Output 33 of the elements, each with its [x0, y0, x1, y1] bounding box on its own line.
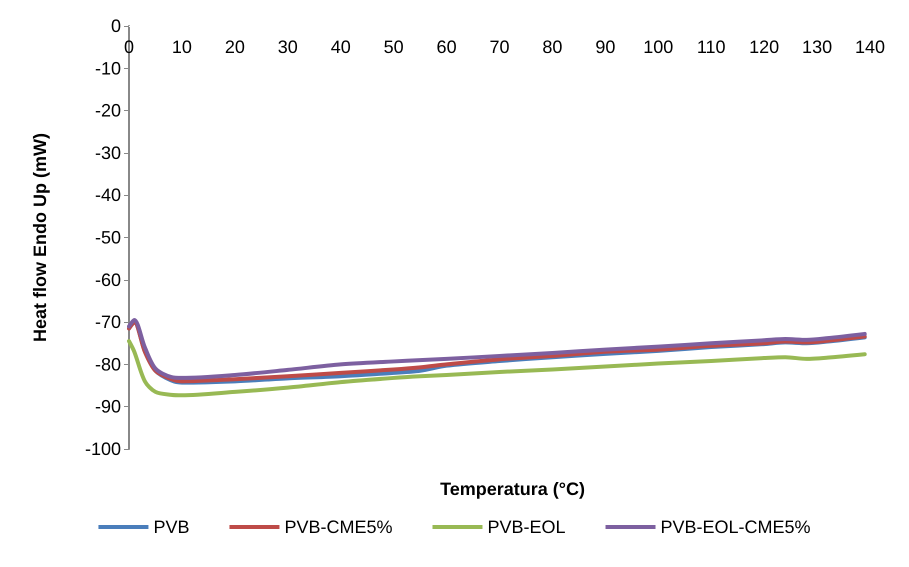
legend-label: PVB-EOL-CME5%	[660, 517, 811, 537]
x-tick-label: 40	[330, 37, 351, 57]
y-tick-label: -100	[84, 439, 121, 459]
x-tick-label: 90	[595, 37, 616, 57]
x-tick-label: 120	[749, 37, 780, 57]
x-tick-label: 130	[802, 37, 832, 57]
y-tick-label: -10	[94, 58, 121, 78]
x-tick-label: 50	[384, 37, 404, 57]
x-tick-label: 60	[436, 37, 457, 57]
y-tick-label: -60	[94, 270, 121, 290]
y-axis-title: Heat flow Endo Up (mW)	[30, 133, 50, 342]
x-tick-label: 20	[224, 37, 245, 57]
x-axis-title: Temperatura (°C)	[440, 479, 585, 499]
y-tick-label: -30	[94, 142, 121, 163]
x-tick-label: 0	[124, 37, 134, 57]
x-tick-label: 110	[696, 37, 726, 57]
x-tick-label: 70	[489, 37, 510, 57]
y-tick-label: -80	[94, 354, 121, 374]
legend-label: PVB-CME5%	[284, 517, 392, 537]
y-tick-label: -50	[94, 228, 121, 248]
y-tick-label: -70	[94, 312, 121, 332]
x-tick-label: 140	[854, 37, 886, 57]
legend-label: PVB	[153, 517, 190, 537]
y-tick-label: -90	[94, 396, 121, 417]
x-tick-label: 10	[172, 37, 192, 57]
y-tick-label: -20	[94, 100, 121, 121]
y-tick-label: 0	[110, 16, 121, 36]
x-tick-label: 100	[643, 37, 674, 57]
x-tick-label: 80	[542, 37, 562, 57]
x-tick-label: 30	[278, 37, 298, 57]
y-tick-label: -40	[94, 185, 121, 206]
line-series	[127, 339, 867, 398]
legend-label: PVB-EOL	[487, 517, 566, 537]
